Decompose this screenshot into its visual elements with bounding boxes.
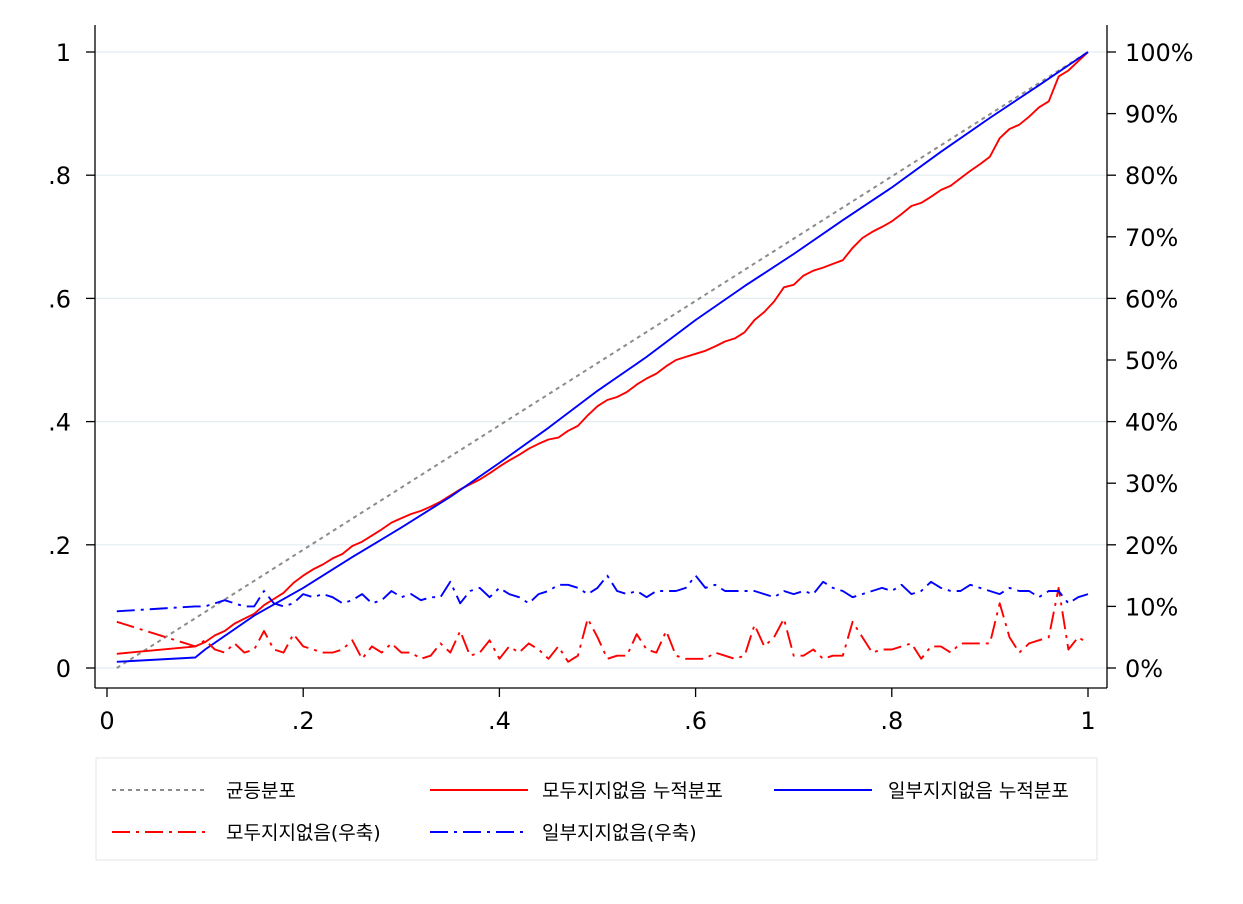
y-right-tick-label: 40% xyxy=(1125,409,1178,437)
y-right-tick-label: 100% xyxy=(1125,39,1194,67)
x-tick-label: .4 xyxy=(488,707,511,735)
series-line-2 xyxy=(116,51,1089,655)
y-left-tick-label: 0 xyxy=(56,655,71,683)
series-line-5 xyxy=(116,574,1089,613)
axes xyxy=(94,25,1108,689)
x-tick-label: 1 xyxy=(1080,707,1095,735)
legend-label-5: 일부지지없음(우축) xyxy=(542,822,697,844)
series-line-3 xyxy=(116,51,1089,663)
y-right-tick-label: 90% xyxy=(1125,101,1178,129)
y-right-tick-label: 70% xyxy=(1125,224,1178,252)
legend-label-3: 일부지지없음 누적분포 xyxy=(888,780,1069,802)
y-right-tick-label: 50% xyxy=(1125,347,1178,375)
legend-label-1: 균등분포 xyxy=(226,780,296,802)
y-left-tick-label: .8 xyxy=(48,162,71,190)
series-line-4 xyxy=(116,586,1089,663)
x-tick-label: 0 xyxy=(99,707,114,735)
series-group xyxy=(116,51,1089,669)
x-tick-label: .8 xyxy=(880,707,903,735)
grid xyxy=(95,51,1107,669)
x-axis-ticks: 0 .2 .4 .6 .8 1 xyxy=(99,688,1096,735)
y-right-tick-label: 20% xyxy=(1125,532,1178,560)
y-left-tick-label: .2 xyxy=(48,532,71,560)
x-tick-label: .2 xyxy=(292,707,315,735)
x-tick-label: .6 xyxy=(684,707,707,735)
y-right-axis-ticks: 0% 10% 20% 30% 40% 50% 60% 70% 80% 90% 100% xyxy=(1107,39,1194,683)
legend-label-2: 모두지지없음 누적분포 xyxy=(542,780,723,802)
y-right-tick-label: 60% xyxy=(1125,285,1178,313)
y-right-tick-label: 30% xyxy=(1125,470,1178,498)
y-right-tick-label: 0% xyxy=(1125,655,1163,683)
y-left-tick-label: 1 xyxy=(56,39,71,67)
y-left-tick-label: .4 xyxy=(48,409,71,437)
y-left-axis-ticks: 0 .2 .4 .6 .8 1 xyxy=(48,39,95,683)
legend-box xyxy=(95,757,1098,861)
y-right-tick-label: 10% xyxy=(1125,593,1178,621)
y-left-tick-label: .6 xyxy=(48,285,71,313)
y-right-tick-label: 80% xyxy=(1125,162,1178,190)
plot-area xyxy=(95,25,1107,688)
legend-label-4: 모두지지없음(우축) xyxy=(226,822,381,844)
